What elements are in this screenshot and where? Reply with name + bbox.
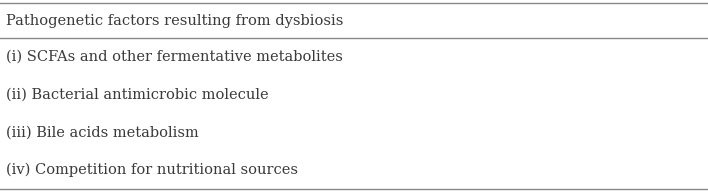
Text: (iv) Competition for nutritional sources: (iv) Competition for nutritional sources <box>6 163 298 177</box>
Text: Pathogenetic factors resulting from dysbiosis: Pathogenetic factors resulting from dysb… <box>6 13 343 27</box>
Text: (iii) Bile acids metabolism: (iii) Bile acids metabolism <box>6 125 199 139</box>
Text: (i) SCFAs and other fermentative metabolites: (i) SCFAs and other fermentative metabol… <box>6 50 343 64</box>
Text: (ii) Bacterial antimicrobic molecule: (ii) Bacterial antimicrobic molecule <box>6 88 268 102</box>
